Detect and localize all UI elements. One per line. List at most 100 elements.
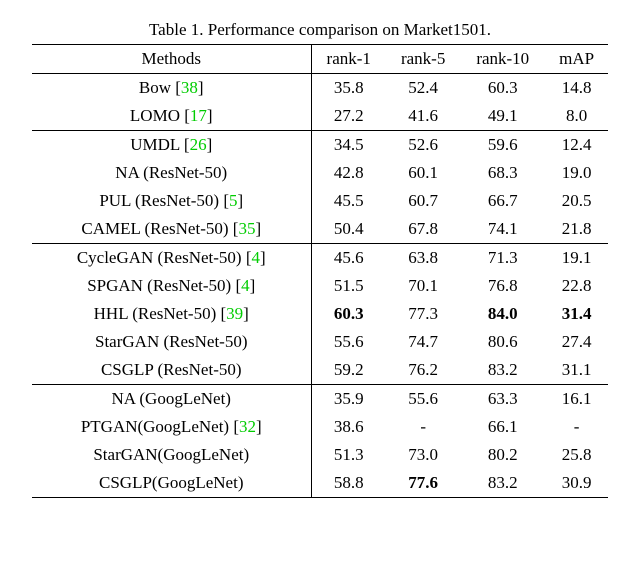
cell-method: LOMO [17] (32, 102, 311, 131)
method-text: ] (238, 191, 244, 210)
caption-text: Performance comparison on Market1501. (208, 20, 491, 39)
method-text: HHL (ResNet-50) [ (94, 304, 227, 323)
cell-value: 70.1 (386, 272, 460, 300)
cell-value: 60.3 (311, 300, 386, 328)
table-row: CAMEL (ResNet-50) [35]50.467.874.121.8 (32, 215, 608, 244)
method-text: ] (243, 304, 249, 323)
cell-value: 51.3 (311, 441, 386, 469)
table-row: PUL (ResNet-50) [5]45.560.766.720.5 (32, 187, 608, 215)
cell-value: 77.6 (386, 469, 460, 498)
cell-value: 68.3 (460, 159, 545, 187)
citation-ref: 17 (190, 106, 207, 125)
cell-value: 55.6 (311, 328, 386, 356)
caption-prefix: Table 1. (149, 20, 208, 39)
method-text: CSGLP (ResNet-50) (101, 360, 242, 379)
cell-value: 76.2 (386, 356, 460, 385)
col-rank1: rank-1 (311, 45, 386, 74)
method-text: NA (GoogLeNet) (112, 389, 231, 408)
cell-value: 76.8 (460, 272, 545, 300)
method-text: ] (260, 248, 266, 267)
method-text: CAMEL (ResNet-50) [ (81, 219, 238, 238)
cell-method: Bow [38] (32, 74, 311, 103)
table-body: Bow [38]35.852.460.314.8LOMO [17]27.241.… (32, 74, 608, 498)
method-text: Bow [ (139, 78, 181, 97)
citation-ref: 26 (190, 135, 207, 154)
col-rank5: rank-5 (386, 45, 460, 74)
cell-value: 66.7 (460, 187, 545, 215)
cell-value: 73.0 (386, 441, 460, 469)
cell-value: 58.8 (311, 469, 386, 498)
citation-ref: 5 (229, 191, 238, 210)
cell-value: 74.1 (460, 215, 545, 244)
cell-method: CSGLP(GoogLeNet) (32, 469, 311, 498)
cell-value: 67.8 (386, 215, 460, 244)
method-text: PUL (ResNet-50) [ (99, 191, 229, 210)
table-row: NA (ResNet-50)42.860.168.319.0 (32, 159, 608, 187)
table-row: CSGLP(GoogLeNet)58.877.683.230.9 (32, 469, 608, 498)
col-rank10: rank-10 (460, 45, 545, 74)
cell-value: 25.8 (545, 441, 608, 469)
cell-method: HHL (ResNet-50) [39] (32, 300, 311, 328)
cell-value: 16.1 (545, 385, 608, 414)
cell-value: 74.7 (386, 328, 460, 356)
cell-value: 38.6 (311, 413, 386, 441)
citation-ref: 32 (239, 417, 256, 436)
cell-value: 52.4 (386, 74, 460, 103)
table-row: Bow [38]35.852.460.314.8 (32, 74, 608, 103)
cell-value: 35.8 (311, 74, 386, 103)
cell-value: 45.6 (311, 244, 386, 273)
method-text: LOMO [ (130, 106, 190, 125)
cell-value: 31.1 (545, 356, 608, 385)
method-text: StarGAN(GoogLeNet) (93, 445, 249, 464)
table-row: CycleGAN (ResNet-50) [4]45.663.871.319.1 (32, 244, 608, 273)
cell-method: CycleGAN (ResNet-50) [4] (32, 244, 311, 273)
method-text: ] (207, 135, 213, 154)
method-text: SPGAN (ResNet-50) [ (87, 276, 241, 295)
citation-ref: 4 (252, 248, 261, 267)
cell-method: UMDL [26] (32, 131, 311, 160)
method-text: UMDL [ (130, 135, 189, 154)
table-row: HHL (ResNet-50) [39]60.377.384.031.4 (32, 300, 608, 328)
cell-value: 21.8 (545, 215, 608, 244)
citation-ref: 35 (238, 219, 255, 238)
cell-value: 8.0 (545, 102, 608, 131)
cell-value: 83.2 (460, 356, 545, 385)
cell-value: 19.1 (545, 244, 608, 273)
table-row: CSGLP (ResNet-50) 59.276.283.231.1 (32, 356, 608, 385)
table-row: SPGAN (ResNet-50) [4]51.570.176.822.8 (32, 272, 608, 300)
cell-value: 59.2 (311, 356, 386, 385)
cell-method: PTGAN(GoogLeNet) [32] (32, 413, 311, 441)
method-text: ] (207, 106, 213, 125)
cell-value: 66.1 (460, 413, 545, 441)
cell-value: - (545, 413, 608, 441)
citation-ref: 4 (241, 276, 250, 295)
cell-value: 14.8 (545, 74, 608, 103)
table-caption: Table 1. Performance comparison on Marke… (20, 20, 620, 40)
col-methods: Methods (32, 45, 311, 74)
cell-method: SPGAN (ResNet-50) [4] (32, 272, 311, 300)
cell-value: 83.2 (460, 469, 545, 498)
method-text: ] (198, 78, 204, 97)
col-map: mAP (545, 45, 608, 74)
method-text: StarGAN (ResNet-50) (95, 332, 248, 351)
table-row: UMDL [26]34.552.659.612.4 (32, 131, 608, 160)
cell-value: 35.9 (311, 385, 386, 414)
cell-value: 60.3 (460, 74, 545, 103)
cell-method: StarGAN (ResNet-50) (32, 328, 311, 356)
table-row: NA (GoogLeNet)35.955.663.316.1 (32, 385, 608, 414)
table-row: PTGAN(GoogLeNet) [32]38.6-66.1- (32, 413, 608, 441)
citation-ref: 39 (226, 304, 243, 323)
cell-value: 52.6 (386, 131, 460, 160)
method-text: ] (256, 417, 262, 436)
cell-value: 50.4 (311, 215, 386, 244)
cell-method: PUL (ResNet-50) [5] (32, 187, 311, 215)
table-row: StarGAN(GoogLeNet)51.373.080.225.8 (32, 441, 608, 469)
cell-value: 45.5 (311, 187, 386, 215)
cell-value: 34.5 (311, 131, 386, 160)
cell-value: 71.3 (460, 244, 545, 273)
method-text: CSGLP(GoogLeNet) (99, 473, 243, 492)
cell-value: 20.5 (545, 187, 608, 215)
cell-method: NA (ResNet-50) (32, 159, 311, 187)
cell-value: 63.8 (386, 244, 460, 273)
cell-value: 31.4 (545, 300, 608, 328)
